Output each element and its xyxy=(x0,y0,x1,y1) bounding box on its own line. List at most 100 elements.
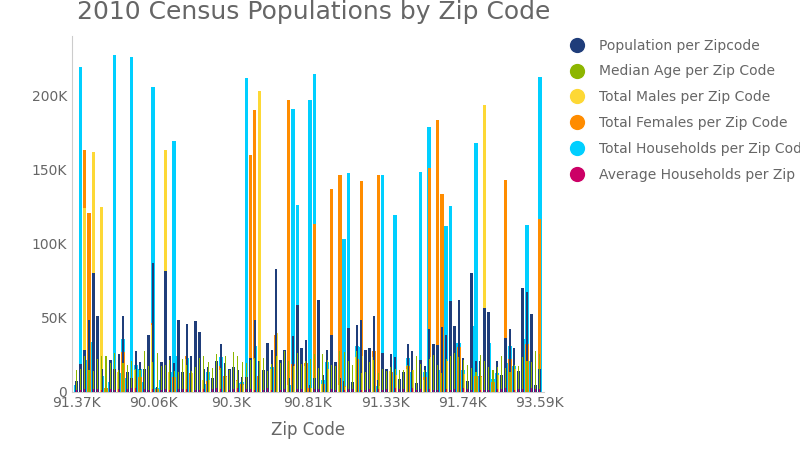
Bar xyxy=(232,373,235,392)
Bar xyxy=(142,379,146,392)
Bar xyxy=(398,386,401,392)
Bar xyxy=(164,270,167,392)
Bar xyxy=(513,366,516,392)
Bar xyxy=(538,77,542,391)
Bar xyxy=(198,355,202,392)
Bar xyxy=(449,301,452,392)
Bar xyxy=(194,321,197,392)
Bar xyxy=(147,363,150,392)
Bar xyxy=(101,369,103,392)
Bar xyxy=(228,381,231,392)
Bar xyxy=(495,375,499,392)
Bar xyxy=(109,382,112,392)
Bar xyxy=(300,368,303,392)
Bar xyxy=(407,365,409,392)
Bar xyxy=(266,343,269,392)
Bar xyxy=(538,381,541,392)
Bar xyxy=(126,378,129,392)
Bar xyxy=(308,100,312,392)
Bar xyxy=(385,377,389,392)
Bar xyxy=(501,356,502,392)
Bar xyxy=(113,379,116,392)
Bar xyxy=(300,368,303,392)
Bar xyxy=(305,340,307,392)
Bar xyxy=(445,363,448,392)
Bar xyxy=(126,372,129,392)
Bar xyxy=(254,320,256,392)
Bar xyxy=(288,361,290,392)
Bar xyxy=(190,380,193,392)
Bar xyxy=(215,377,218,392)
Bar xyxy=(504,180,507,392)
Bar xyxy=(423,378,426,392)
Bar xyxy=(522,288,524,392)
Bar xyxy=(313,225,316,392)
Bar xyxy=(364,350,366,392)
Bar xyxy=(377,380,379,392)
Bar xyxy=(110,363,111,392)
Bar xyxy=(440,365,444,392)
Bar xyxy=(138,377,142,392)
Bar xyxy=(181,384,184,392)
Bar xyxy=(173,363,175,392)
Bar xyxy=(236,381,239,392)
Bar xyxy=(254,110,257,392)
Bar xyxy=(356,325,358,392)
Bar xyxy=(118,373,120,392)
Bar xyxy=(296,305,298,392)
Bar xyxy=(155,389,158,392)
Bar xyxy=(423,373,426,392)
Bar xyxy=(109,375,112,392)
Bar xyxy=(338,378,341,392)
Bar xyxy=(100,376,103,392)
Bar xyxy=(500,381,503,392)
Bar xyxy=(449,206,452,392)
Bar xyxy=(462,374,465,392)
Bar xyxy=(522,340,524,392)
Bar xyxy=(487,312,490,392)
Bar xyxy=(173,378,176,392)
Bar xyxy=(249,373,253,392)
Bar xyxy=(322,383,324,392)
Bar xyxy=(334,362,337,392)
Bar xyxy=(410,371,414,392)
Bar xyxy=(347,357,350,392)
Bar xyxy=(83,208,86,392)
Bar xyxy=(177,359,180,392)
Bar xyxy=(126,365,128,392)
Bar xyxy=(478,376,482,392)
Bar xyxy=(199,358,200,392)
Bar xyxy=(386,381,388,392)
Bar xyxy=(454,358,456,392)
Bar xyxy=(403,370,404,392)
Bar xyxy=(390,372,393,392)
Bar xyxy=(539,354,540,392)
Bar xyxy=(165,365,166,392)
Bar xyxy=(406,369,410,392)
Bar xyxy=(122,363,123,392)
Bar xyxy=(433,356,434,392)
Bar xyxy=(278,376,282,392)
Bar xyxy=(478,376,482,392)
Bar xyxy=(513,369,516,392)
Bar xyxy=(278,376,282,392)
Bar xyxy=(225,356,226,392)
Bar xyxy=(402,381,406,392)
Bar xyxy=(172,141,176,392)
Bar xyxy=(534,388,537,392)
Bar xyxy=(223,376,226,392)
Bar xyxy=(343,381,346,392)
Bar xyxy=(177,359,180,392)
Bar xyxy=(164,333,167,392)
Bar xyxy=(508,346,512,392)
Bar xyxy=(151,87,154,392)
Bar xyxy=(344,352,345,392)
Bar xyxy=(228,380,230,392)
Bar xyxy=(436,120,439,392)
Bar xyxy=(185,356,189,392)
Bar xyxy=(161,366,162,392)
Bar xyxy=(198,364,201,392)
Bar xyxy=(466,386,469,391)
Bar xyxy=(513,372,516,392)
Bar xyxy=(352,365,353,392)
